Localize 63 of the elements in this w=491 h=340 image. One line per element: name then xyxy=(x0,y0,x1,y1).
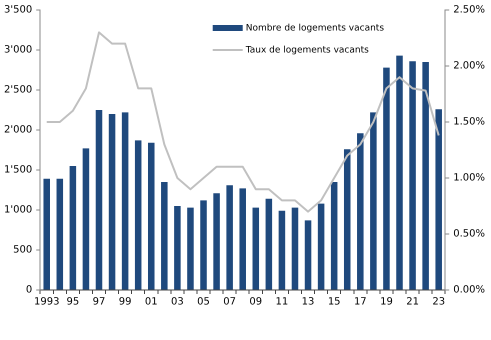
bar xyxy=(318,204,324,290)
legend-label: Taux de logements vacants xyxy=(244,45,370,56)
bar xyxy=(187,208,194,290)
y2-tick-label: 1.00% xyxy=(453,172,486,184)
x-tick-label: 07 xyxy=(223,296,236,308)
y-tick-label: 2'500 xyxy=(4,84,32,96)
bar xyxy=(383,68,390,290)
bar xyxy=(292,208,298,290)
bar xyxy=(409,61,416,290)
y-tick-label: 1'500 xyxy=(4,164,32,176)
y-tick-label: 1'000 xyxy=(4,204,32,216)
x-tick-label: 09 xyxy=(249,296,262,308)
bar xyxy=(435,109,442,290)
bar xyxy=(344,149,351,290)
bar xyxy=(96,110,102,290)
bar xyxy=(278,210,286,290)
x-tick-label: 19 xyxy=(380,296,393,308)
x-tick-label: 15 xyxy=(328,296,341,308)
x-tick-label: 11 xyxy=(276,296,288,308)
x-tick-label: 23 xyxy=(432,296,446,308)
x-tick-label: 1993 xyxy=(34,296,60,308)
y-tick-label: 2'000 xyxy=(4,124,32,136)
x-tick-label: 17 xyxy=(354,296,367,308)
x-tick-label: 03 xyxy=(171,296,184,308)
x-tick-label: 95 xyxy=(66,296,80,308)
bar xyxy=(422,62,429,290)
y-tick-label: 3'500 xyxy=(4,4,32,16)
bar xyxy=(134,140,142,290)
y2-tick-label: 2.50% xyxy=(453,4,486,16)
bar xyxy=(174,206,181,290)
x-tick-label: 99 xyxy=(118,296,132,308)
bar xyxy=(200,200,207,290)
bar xyxy=(266,198,272,290)
x-tick-label: 97 xyxy=(92,296,106,308)
bar xyxy=(226,185,233,290)
y2-tick-label: 0.00% xyxy=(453,284,486,296)
bar xyxy=(304,220,312,290)
bar xyxy=(357,133,364,290)
x-tick-label: 01 xyxy=(144,296,158,308)
y2-tick-label: 1.50% xyxy=(453,116,486,128)
bar xyxy=(108,114,116,290)
x-tick-label: 05 xyxy=(197,296,210,308)
y-tick-label: 0 xyxy=(26,284,32,296)
bar xyxy=(213,193,220,290)
bar xyxy=(43,178,50,290)
bar xyxy=(161,182,168,290)
y-tick-label: 3'000 xyxy=(4,44,32,56)
y-tick-label: 500 xyxy=(13,244,32,256)
bar xyxy=(82,148,90,290)
bar xyxy=(122,112,128,290)
bar xyxy=(148,142,155,290)
y2-tick-label: 0.50% xyxy=(453,228,486,240)
legend-label: Nombre de logements vacants xyxy=(246,23,384,34)
bar xyxy=(370,112,377,290)
bar xyxy=(239,188,246,290)
y2-tick-label: 2.00% xyxy=(453,60,486,72)
bar xyxy=(56,178,64,290)
bar xyxy=(330,182,338,290)
bar xyxy=(70,166,76,290)
x-tick-label: 13 xyxy=(302,296,314,308)
bar xyxy=(396,56,403,290)
bar xyxy=(252,208,260,290)
x-tick-label: 21 xyxy=(406,296,419,308)
